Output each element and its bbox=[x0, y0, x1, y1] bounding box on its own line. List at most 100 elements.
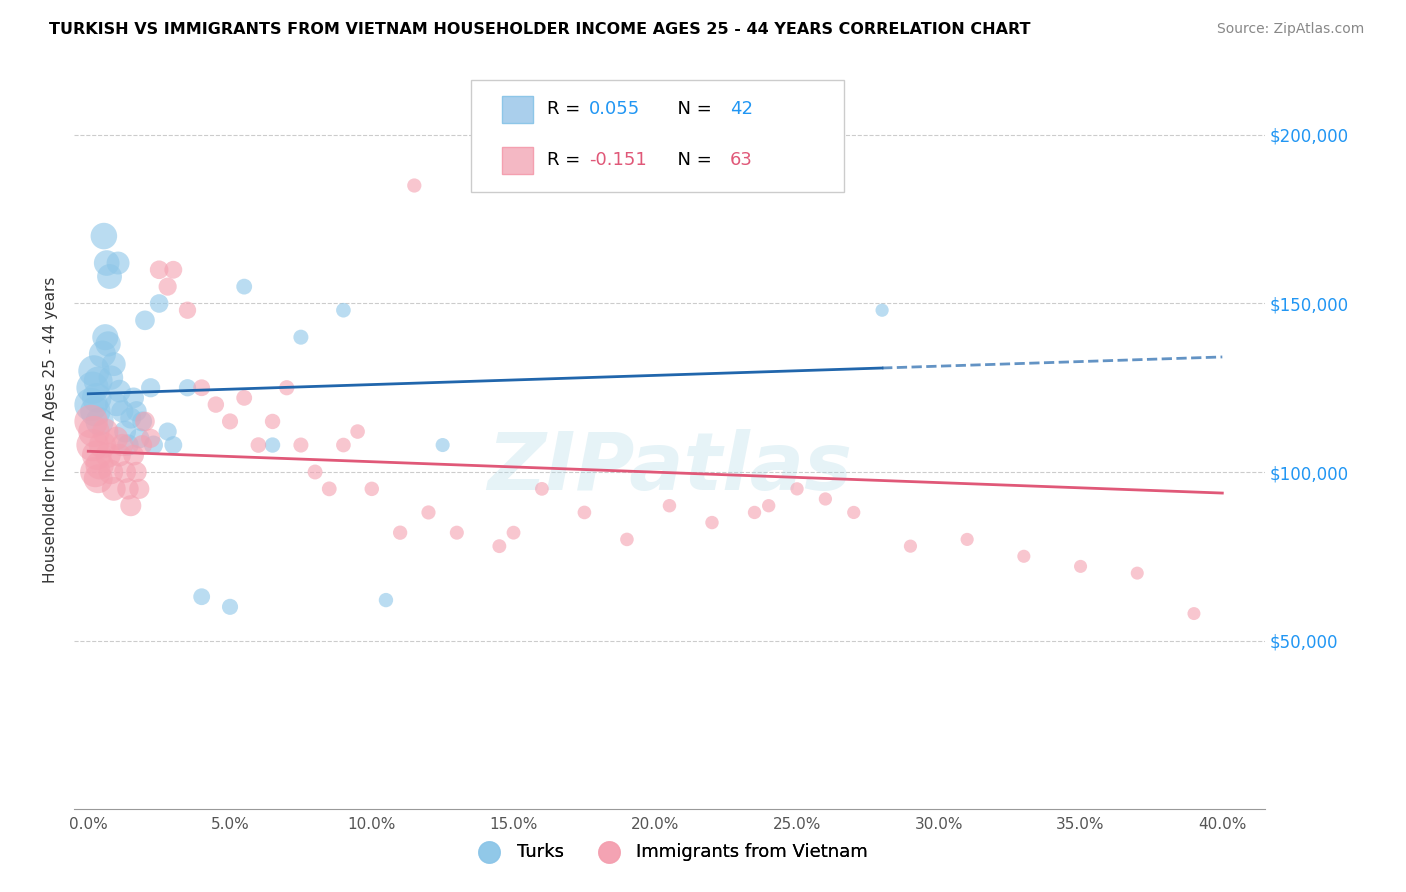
Point bbox=[98, 269, 121, 284]
Point bbox=[1182, 607, 1205, 621]
Text: R =: R = bbox=[547, 100, 586, 118]
Text: N =: N = bbox=[666, 100, 718, 118]
Point bbox=[332, 303, 354, 318]
Point bbox=[758, 499, 780, 513]
Point bbox=[616, 533, 638, 547]
Point bbox=[176, 303, 198, 318]
Point bbox=[131, 438, 153, 452]
Point bbox=[111, 438, 134, 452]
Point bbox=[360, 482, 382, 496]
Point bbox=[97, 448, 120, 462]
Point bbox=[89, 414, 111, 428]
Point bbox=[162, 262, 184, 277]
Point bbox=[139, 431, 162, 445]
Point bbox=[117, 438, 139, 452]
Point bbox=[658, 499, 681, 513]
Point bbox=[418, 505, 440, 519]
Point bbox=[128, 482, 150, 496]
Point bbox=[233, 279, 256, 293]
Point bbox=[219, 599, 242, 614]
Point bbox=[103, 357, 125, 371]
Point bbox=[156, 425, 179, 439]
Point bbox=[114, 465, 136, 479]
Point bbox=[247, 438, 270, 452]
Point bbox=[111, 404, 134, 418]
Point bbox=[114, 425, 136, 439]
Point bbox=[530, 482, 553, 496]
Text: R =: R = bbox=[547, 151, 586, 169]
Point bbox=[148, 262, 170, 277]
Point bbox=[91, 347, 114, 361]
Point bbox=[100, 370, 122, 384]
Text: Source: ZipAtlas.com: Source: ZipAtlas.com bbox=[1216, 22, 1364, 37]
Legend: Turks, Immigrants from Vietnam: Turks, Immigrants from Vietnam bbox=[464, 836, 875, 868]
Point bbox=[304, 465, 326, 479]
Point bbox=[134, 313, 156, 327]
Point bbox=[332, 438, 354, 452]
Y-axis label: Householder Income Ages 25 - 44 years: Householder Income Ages 25 - 44 years bbox=[44, 277, 58, 583]
Point bbox=[96, 256, 118, 270]
Point bbox=[100, 465, 122, 479]
Point bbox=[82, 381, 104, 395]
Point bbox=[94, 330, 117, 344]
Point bbox=[120, 499, 142, 513]
Text: N =: N = bbox=[666, 151, 718, 169]
Point bbox=[176, 381, 198, 395]
Point bbox=[80, 398, 103, 412]
Point bbox=[148, 296, 170, 310]
Point bbox=[502, 525, 524, 540]
Point bbox=[105, 398, 128, 412]
Point bbox=[814, 491, 837, 506]
Point bbox=[432, 438, 454, 452]
Point bbox=[574, 505, 596, 519]
Point bbox=[233, 391, 256, 405]
Point bbox=[93, 229, 115, 244]
Point bbox=[219, 414, 242, 428]
Point bbox=[131, 414, 153, 428]
Point bbox=[1070, 559, 1092, 574]
Point bbox=[134, 414, 156, 428]
Point bbox=[117, 482, 139, 496]
Point bbox=[262, 414, 284, 428]
Point bbox=[318, 482, 340, 496]
Point bbox=[84, 465, 107, 479]
Point bbox=[190, 381, 212, 395]
Point bbox=[97, 337, 120, 351]
Point bbox=[122, 448, 145, 462]
Point bbox=[84, 404, 107, 418]
Point bbox=[139, 381, 162, 395]
Point bbox=[156, 279, 179, 293]
Point bbox=[105, 431, 128, 445]
Point bbox=[128, 431, 150, 445]
Point bbox=[744, 505, 766, 519]
Point bbox=[108, 384, 131, 398]
Point bbox=[205, 398, 228, 412]
Point bbox=[83, 364, 105, 378]
Point bbox=[125, 404, 148, 418]
Point bbox=[86, 448, 108, 462]
Point bbox=[900, 539, 922, 553]
Text: 42: 42 bbox=[730, 100, 752, 118]
Point bbox=[346, 425, 368, 439]
Text: -0.151: -0.151 bbox=[589, 151, 647, 169]
Point bbox=[91, 438, 114, 452]
Text: 63: 63 bbox=[730, 151, 752, 169]
Point bbox=[142, 438, 165, 452]
Point bbox=[786, 482, 808, 496]
Point bbox=[1126, 566, 1149, 581]
Point bbox=[700, 516, 723, 530]
Point bbox=[375, 593, 398, 607]
Point bbox=[87, 374, 110, 388]
Point bbox=[120, 411, 142, 425]
Point bbox=[122, 391, 145, 405]
Point bbox=[162, 438, 184, 452]
Point bbox=[290, 330, 312, 344]
Point bbox=[870, 303, 893, 318]
Text: ZIPatlas: ZIPatlas bbox=[486, 429, 852, 507]
Point bbox=[404, 178, 426, 193]
Point bbox=[80, 414, 103, 428]
Point bbox=[83, 425, 105, 439]
Point bbox=[89, 458, 111, 473]
Point bbox=[276, 381, 298, 395]
Point bbox=[956, 533, 979, 547]
